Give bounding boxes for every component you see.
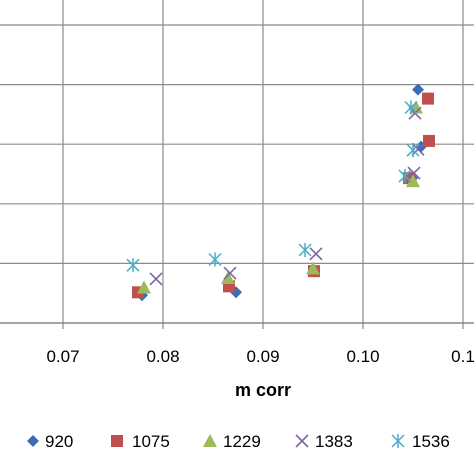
data-point-1536: [208, 252, 222, 267]
data-point-1536: [126, 258, 140, 273]
data-point-1229: [137, 280, 151, 294]
x-tick-label: 0.07: [46, 347, 79, 366]
legend-label-1383: 1383: [315, 432, 353, 451]
legend-label-920: 920: [45, 432, 73, 451]
legend-marker-1383: [295, 434, 309, 448]
data-point-1536: [398, 169, 412, 184]
x-axis-title: m corr: [235, 380, 291, 400]
marker-stroke: [407, 166, 421, 180]
legend-marker-1229: [203, 434, 217, 447]
x-tick-labels: 0.07 0.08 0.09 0.10 0.1: [46, 347, 474, 366]
gridlines: [0, 0, 474, 323]
data-point-1383: [309, 247, 323, 261]
marker-stroke: [408, 106, 422, 120]
marker-stroke: [411, 142, 425, 156]
x-tick-label: 0.1: [451, 347, 474, 366]
data-point-1383: [411, 142, 425, 156]
axes: [0, 322, 474, 329]
data-point-1383: [223, 266, 237, 280]
marker-stroke: [223, 266, 237, 280]
marker-stroke: [309, 247, 323, 261]
data-points: [126, 83, 435, 302]
legend-label-1229: 1229: [223, 432, 261, 451]
data-point-1229: [306, 261, 320, 275]
x-tick-label: 0.10: [346, 347, 379, 366]
legend: 920 1075 1229 1383 1536: [27, 432, 450, 451]
marker-stroke: [295, 434, 309, 448]
legend-label-1536: 1536: [412, 432, 450, 451]
data-point-1383: [149, 272, 163, 286]
legend-marker-1075: [111, 435, 123, 447]
legend-marker-920: [27, 435, 39, 447]
data-point-920: [412, 83, 424, 96]
legend-marker-1536: [391, 434, 405, 448]
data-point-1229: [406, 174, 420, 188]
legend-label-1075: 1075: [132, 432, 170, 451]
data-point-1075: [423, 134, 435, 147]
data-point-1229: [221, 271, 235, 285]
data-point-1383: [407, 166, 421, 180]
data-point-1075: [422, 92, 434, 105]
x-tick-label: 0.08: [146, 347, 179, 366]
data-point-1536: [298, 242, 312, 257]
marker-stroke: [149, 272, 163, 286]
x-tick-label: 0.09: [246, 347, 279, 366]
data-point-1536: [406, 143, 420, 158]
data-point-1536: [404, 100, 418, 115]
